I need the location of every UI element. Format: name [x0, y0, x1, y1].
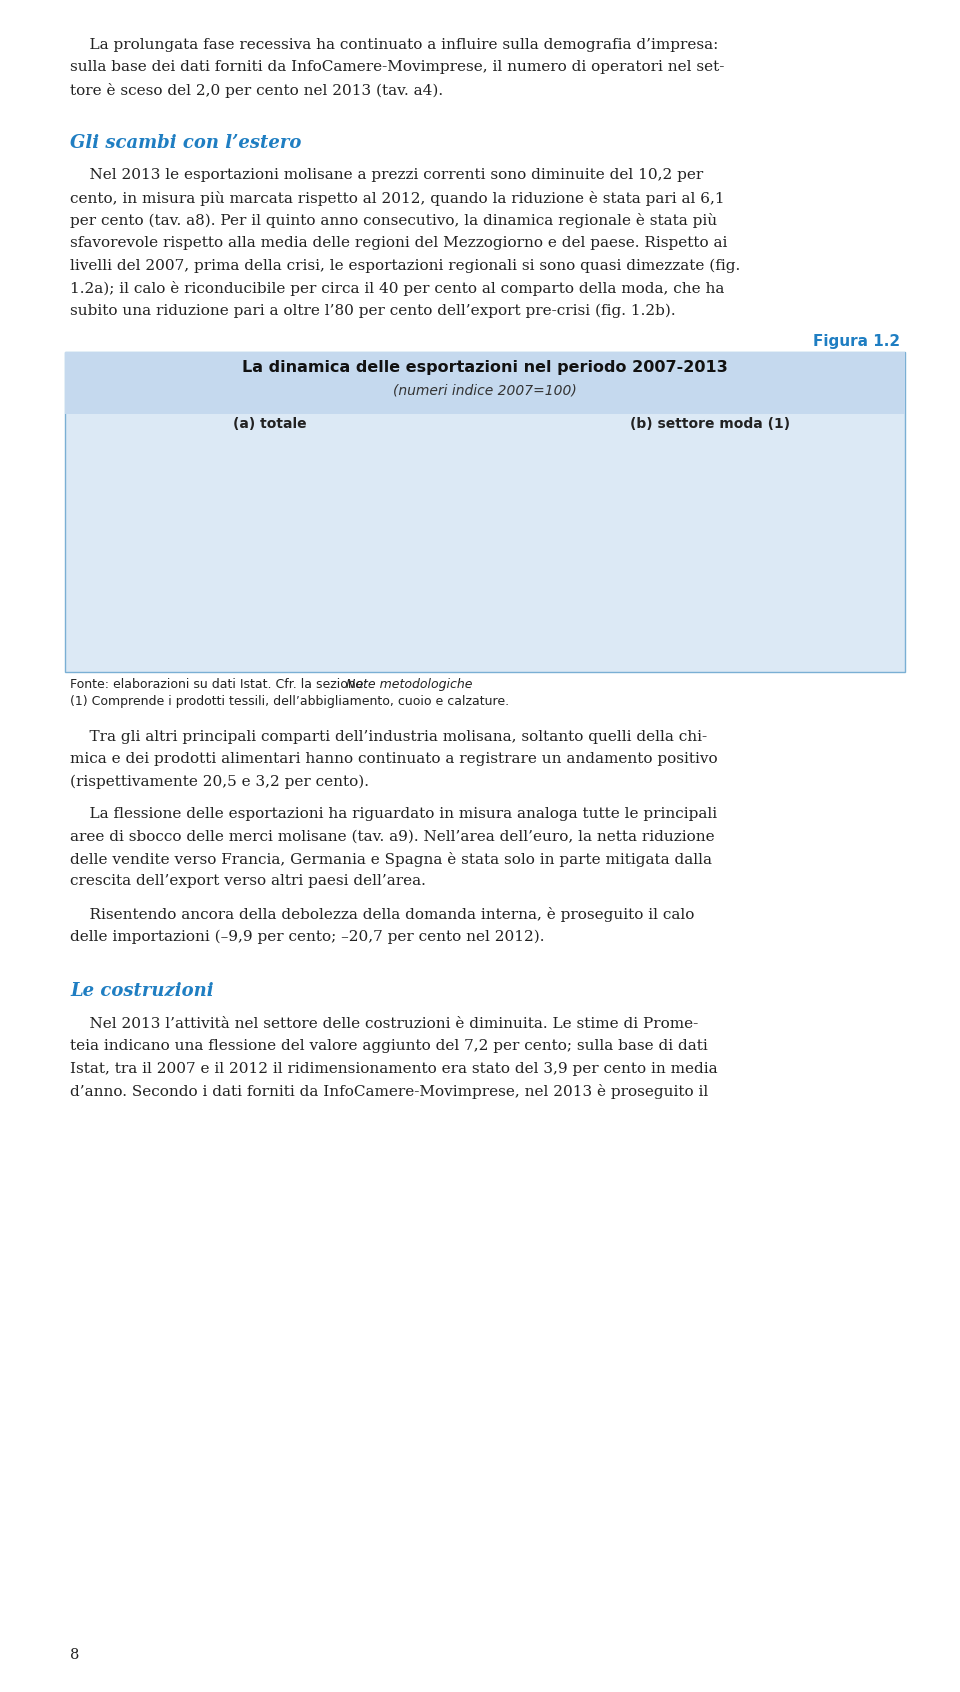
Text: Note metodologiche: Note metodologiche: [347, 678, 473, 690]
Text: Le costruzioni: Le costruzioni: [70, 981, 214, 1000]
Text: .: .: [442, 678, 446, 690]
Text: d’anno. Secondo i dati forniti da InfoCamere-Movimprese, nel 2013 è proseguito i: d’anno. Secondo i dati forniti da InfoCa…: [70, 1085, 708, 1100]
Text: (a) totale: (a) totale: [233, 416, 307, 431]
Text: 8: 8: [70, 1648, 80, 1662]
Text: sfavorevole rispetto alla media delle regioni del Mezzogiorno e del paese. Rispe: sfavorevole rispetto alla media delle re…: [70, 235, 728, 250]
Text: Tra gli altri principali comparti dell’industria molisana, soltanto quelli della: Tra gli altri principali comparti dell’i…: [70, 729, 708, 743]
Text: (1) Comprende i prodotti tessili, dell’abbigliamento, cuoio e calzature.: (1) Comprende i prodotti tessili, dell’a…: [70, 695, 509, 709]
Text: La flessione delle esportazioni ha riguardato in misura analoga tutte le princip: La flessione delle esportazioni ha rigua…: [70, 807, 717, 821]
Text: Nel 2013 l’attività nel settore delle costruzioni è diminuita. Le stime di Prome: Nel 2013 l’attività nel settore delle co…: [70, 1017, 698, 1030]
Text: Fonte: elaborazioni su dati Istat. Cfr. la sezione:: Fonte: elaborazioni su dati Istat. Cfr. …: [70, 678, 372, 690]
Legend: Italia, Mezzogiorno, Molise: Italia, Mezzogiorno, Molise: [531, 545, 627, 592]
Text: livelli del 2007, prima della crisi, le esportazioni regionali si sono quasi dim: livelli del 2007, prima della crisi, le …: [70, 259, 740, 272]
Text: La dinamica delle esportazioni nel periodo 2007-2013: La dinamica delle esportazioni nel perio…: [242, 360, 728, 376]
Text: Risentendo ancora della debolezza della domanda interna, è proseguito il calo: Risentendo ancora della debolezza della …: [70, 907, 694, 922]
Text: (rispettivamente 20,5 e 3,2 per cento).: (rispettivamente 20,5 e 3,2 per cento).: [70, 775, 369, 788]
Text: delle importazioni (–9,9 per cento; –20,7 per cento nel 2012).: delle importazioni (–9,9 per cento; –20,…: [70, 929, 544, 944]
Text: crescita dell’export verso altri paesi dell’area.: crescita dell’export verso altri paesi d…: [70, 875, 426, 888]
Text: sulla base dei dati forniti da InfoCamere-Movimprese, il numero di operatori nel: sulla base dei dati forniti da InfoCamer…: [70, 61, 725, 74]
Text: subito una riduzione pari a oltre l’80 per cento dell’export pre-crisi (fig. 1.2: subito una riduzione pari a oltre l’80 p…: [70, 303, 676, 318]
Text: per cento (tav. a8). Per il quinto anno consecutivo, la dinamica regionale è sta: per cento (tav. a8). Per il quinto anno …: [70, 213, 717, 228]
Text: 1.2a); il calo è riconducibile per circa il 40 per cento al comparto della moda,: 1.2a); il calo è riconducibile per circa…: [70, 281, 725, 296]
Text: mica e dei prodotti alimentari hanno continuato a registrare un andamento positi: mica e dei prodotti alimentari hanno con…: [70, 751, 718, 766]
Text: aree di sbocco delle merci molisane (tav. a9). Nell’area dell’euro, la netta rid: aree di sbocco delle merci molisane (tav…: [70, 829, 714, 844]
Text: tore è sceso del 2,0 per cento nel 2013 (tav. a4).: tore è sceso del 2,0 per cento nel 2013 …: [70, 83, 444, 98]
Legend: Italia, Mezzogiorno, Molise: Italia, Mezzogiorno, Molise: [116, 597, 213, 645]
Text: cento, in misura più marcata rispetto al 2012, quando la riduzione è stata pari : cento, in misura più marcata rispetto al…: [70, 191, 725, 206]
Text: (b) settore moda (1): (b) settore moda (1): [630, 416, 790, 431]
Text: La prolungata fase recessiva ha continuato a influire sulla demografia d’impresa: La prolungata fase recessiva ha continua…: [70, 37, 718, 52]
Text: Figura 1.2: Figura 1.2: [813, 333, 900, 349]
Text: Nel 2013 le esportazioni molisane a prezzi correnti sono diminuite del 10,2 per: Nel 2013 le esportazioni molisane a prez…: [70, 169, 704, 183]
Text: Istat, tra il 2007 e il 2012 il ridimensionamento era stato del 3,9 per cento in: Istat, tra il 2007 e il 2012 il ridimens…: [70, 1063, 718, 1076]
Text: teia indicano una flessione del valore aggiunto del 7,2 per cento; sulla base di: teia indicano una flessione del valore a…: [70, 1039, 708, 1054]
Text: (numeri indice 2007=100): (numeri indice 2007=100): [394, 384, 577, 398]
Text: delle vendite verso Francia, Germania e Spagna è stata solo in parte mitigata da: delle vendite verso Francia, Germania e …: [70, 853, 712, 866]
Text: Gli scambi con l’estero: Gli scambi con l’estero: [70, 134, 301, 152]
